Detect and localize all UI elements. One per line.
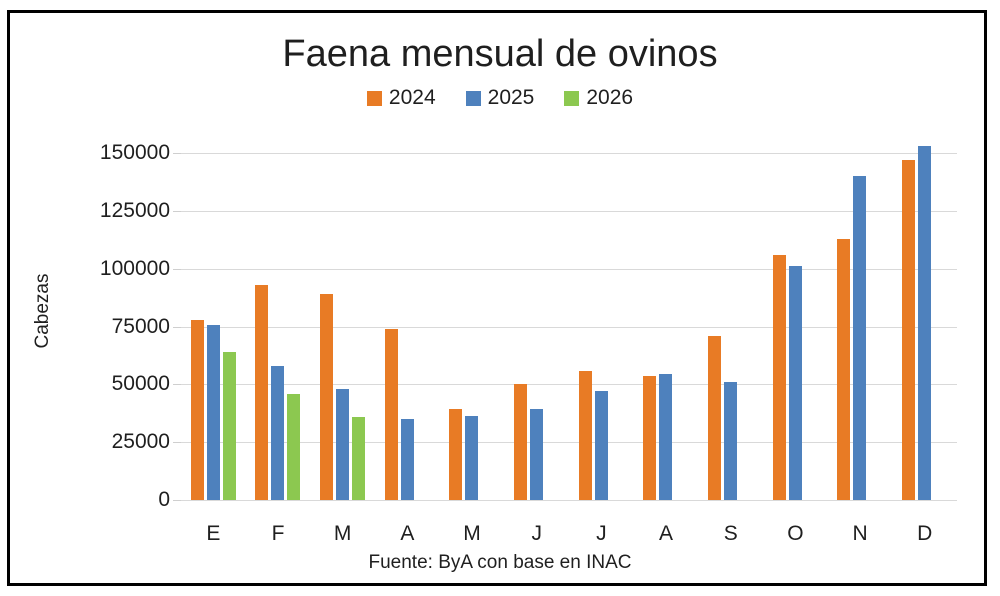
bar-2025-J-6 xyxy=(530,408,544,500)
source-note: Fuente: ByA con base en INAC xyxy=(368,552,632,573)
gridline-125000 xyxy=(181,210,957,212)
bar-2025-M-5 xyxy=(465,415,479,500)
legend-item-2026: 2026 xyxy=(564,86,633,110)
x-tick-label-F-2: F xyxy=(271,522,285,545)
axis-tick-0 xyxy=(173,500,181,501)
x-tick-label-M-5: M xyxy=(463,522,481,545)
bar-group-A-4 xyxy=(375,153,440,500)
y-tick-label-50000: 50000 xyxy=(111,372,170,396)
bar-2025-A-4 xyxy=(400,419,414,500)
bar-2025-M-3 xyxy=(336,389,350,500)
axis-tick-125000 xyxy=(173,210,181,212)
bar-2026-E-1 xyxy=(222,351,236,500)
bar-group-M-3 xyxy=(310,153,375,500)
legend-swatch-2024 xyxy=(366,90,382,106)
bar-group-F-2 xyxy=(246,153,311,500)
x-tick-label-J-6: J xyxy=(531,522,542,545)
bar-2025-J-7 xyxy=(594,391,608,500)
bar-group-O-10 xyxy=(763,153,828,500)
legend-label-2024: 2024 xyxy=(388,86,436,109)
x-tick-label-A-4: A xyxy=(400,522,415,545)
x-tick-label-M-3: M xyxy=(333,522,352,545)
x-tick-label-D-12: D xyxy=(917,522,933,545)
bar-2024-S-9 xyxy=(708,335,722,500)
bar-2024-M-3 xyxy=(320,294,334,500)
y-tick-label-75000: 75000 xyxy=(111,314,170,338)
bar-2024-F-2 xyxy=(255,284,269,500)
bar-group-M-5 xyxy=(440,153,505,500)
chart-frame xyxy=(7,10,987,586)
plot-area xyxy=(173,146,957,501)
y-tick-label-25000: 25000 xyxy=(111,430,170,454)
y-tick-label-0: 0 xyxy=(158,488,170,511)
bar-2024-D-12 xyxy=(902,159,916,500)
y-axis-tick-labels: 0 25000 50000 75000 100000 125000 150000 xyxy=(55,141,170,511)
bar-group-J-6 xyxy=(504,153,569,500)
gridline-100000 xyxy=(181,268,957,270)
axis-tick-75000 xyxy=(173,326,181,328)
bar-2025-D-12 xyxy=(918,146,932,500)
gridline-75000 xyxy=(181,326,957,328)
x-tick-label-E-1: E xyxy=(206,522,221,545)
bar-2026-M-3 xyxy=(352,416,366,500)
bar-2024-E-1 xyxy=(190,319,204,500)
bar-2025-F-2 xyxy=(271,365,285,500)
axis-tick-150000 xyxy=(173,153,181,154)
bar-2024-O-10 xyxy=(772,254,786,500)
x-tick-label-O-10: O xyxy=(787,522,804,545)
gridline-0 xyxy=(181,500,957,501)
y-tick-label-125000: 125000 xyxy=(99,198,170,222)
bar-2024-M-5 xyxy=(449,408,463,500)
bar-group-S-9 xyxy=(698,153,763,500)
axis-tick-50000 xyxy=(173,384,181,386)
legend: 2024 2025 2026 xyxy=(0,86,1000,110)
bar-group-N-11 xyxy=(828,153,893,500)
bar-2026-F-2 xyxy=(287,393,301,500)
bar-group-A-8 xyxy=(634,153,699,500)
bar-group-J-7 xyxy=(569,153,634,500)
bar-2025-N-11 xyxy=(853,176,867,500)
gridline-25000 xyxy=(181,442,957,444)
bar-2025-O-10 xyxy=(788,266,802,500)
x-tick-label-J-7: J xyxy=(596,522,607,545)
bar-2024-A-4 xyxy=(384,328,398,500)
bar-2025-A-8 xyxy=(659,373,673,500)
bar-2024-J-7 xyxy=(578,370,592,500)
legend-item-2024: 2024 xyxy=(366,86,436,110)
legend-swatch-2025 xyxy=(465,90,481,106)
bar-group-D-12 xyxy=(892,146,957,500)
y-tick-label-150000: 150000 xyxy=(99,141,170,164)
legend-swatch-2026 xyxy=(564,90,580,106)
legend-label-2026: 2026 xyxy=(586,86,634,109)
legend-item-2025: 2025 xyxy=(465,86,535,110)
chart-title: Faena mensual de ovinos xyxy=(282,33,718,75)
legend-label-2025: 2025 xyxy=(487,86,535,109)
bar-2024-J-6 xyxy=(514,384,528,500)
bar-2025-E-1 xyxy=(206,325,220,500)
y-tick-label-100000: 100000 xyxy=(99,256,170,280)
gridline-150000 xyxy=(181,153,957,154)
bar-2024-A-8 xyxy=(643,376,657,500)
x-tick-label-N-11: N xyxy=(852,522,868,545)
bar-2024-N-11 xyxy=(837,238,851,500)
bar-2025-S-9 xyxy=(724,382,738,500)
gridline-50000 xyxy=(181,384,957,386)
y-axis-title: Cabezas xyxy=(32,273,53,349)
axis-tick-100000 xyxy=(173,268,181,270)
axis-tick-25000 xyxy=(173,442,181,444)
bar-group-E-1 xyxy=(181,153,246,500)
x-tick-label-S-9: S xyxy=(723,522,738,545)
x-tick-label-A-8: A xyxy=(659,522,674,545)
